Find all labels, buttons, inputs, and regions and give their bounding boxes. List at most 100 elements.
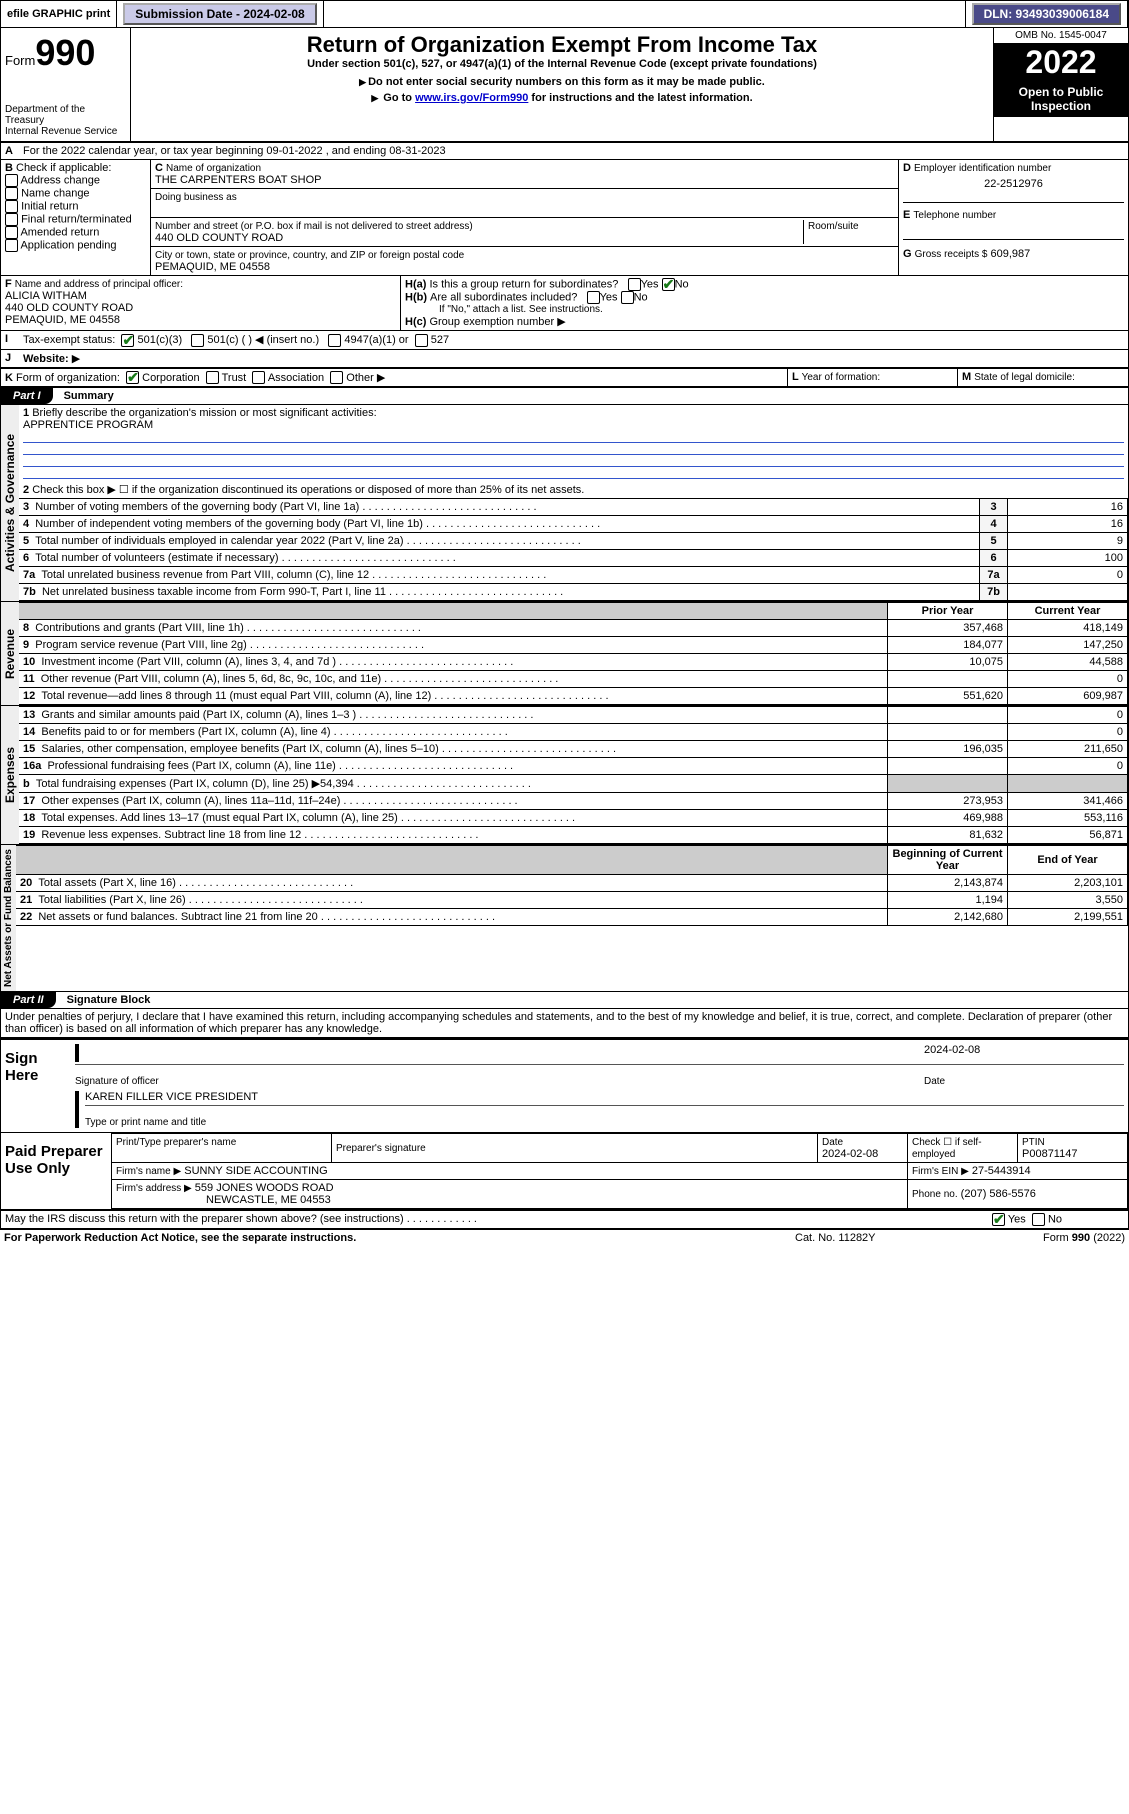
ein-value: 22-2512976 (903, 178, 1124, 190)
ck-Ha-yes[interactable] (628, 278, 641, 291)
ck-4947[interactable] (328, 334, 341, 347)
officer-addr: 440 OLD COUNTY ROAD (5, 302, 133, 314)
firm-addr: 559 JONES WOODS ROAD (195, 1182, 334, 1194)
ck-address-change[interactable] (5, 174, 18, 187)
sign-here-label: Sign Here (1, 1040, 71, 1132)
firm-addr-label: Firm's address ▶ (116, 1183, 192, 1194)
subtitle-3b: for instructions and the latest informat… (528, 92, 752, 104)
ck-corp[interactable] (126, 371, 139, 384)
mission-text: APPRENTICE PROGRAM (23, 419, 153, 431)
ck-name-change[interactable] (5, 187, 18, 200)
ck-final-return[interactable] (5, 213, 18, 226)
vert-expenses: Expenses (1, 706, 19, 844)
org-name-label: Name of organization (166, 163, 261, 174)
ck-501c[interactable] (191, 334, 204, 347)
top-toolbar: efile GRAPHIC print Submission Date - 20… (0, 0, 1129, 28)
Hb-text: Are all subordinates included? (430, 291, 577, 303)
officer-name-title: KAREN FILLER VICE PRESIDENT (85, 1091, 258, 1103)
firm-phone-label: Phone no. (912, 1189, 958, 1200)
sig-date: 2024-02-08 (924, 1044, 1124, 1062)
label-I: I (1, 331, 19, 349)
addr-label: Number and street (or P.O. box if mail i… (155, 221, 473, 232)
ck-trust[interactable] (206, 371, 219, 384)
vert-governance: Activities & Governance (1, 405, 19, 601)
dept-irs: Internal Revenue Service (5, 126, 126, 137)
part1-title: Summary (56, 388, 122, 404)
irs-link[interactable]: www.irs.gov/Form990 (415, 92, 528, 104)
sign-here-block: Sign Here Signature of officer 2024-02-0… (0, 1038, 1129, 1133)
revenue-table: Prior YearCurrent Year8 Contributions an… (19, 602, 1128, 705)
ptin-value: P00871147 (1022, 1148, 1077, 1160)
subtitle-2: Do not enter social security numbers on … (368, 76, 765, 88)
org-name: THE CARPENTERS BOAT SHOP (155, 174, 321, 186)
ck-irs-yes[interactable] (992, 1213, 1005, 1226)
tax-year: 2022 (994, 44, 1128, 81)
ck-Hb-yes[interactable] (587, 291, 600, 304)
efile-label: efile GRAPHIC print (1, 1, 117, 27)
gross-receipts: 609,987 (991, 248, 1031, 260)
officer-label: Name and address of principal officer: (15, 279, 183, 290)
dln-button[interactable]: DLN: 93493039006184 (972, 3, 1121, 25)
ck-Hb-no[interactable] (621, 291, 634, 304)
prep-date: 2024-02-08 (822, 1148, 878, 1160)
section-F: F Name and address of principal officer:… (1, 276, 401, 330)
dba-label: Doing business as (155, 192, 237, 203)
check-self-employed: Check ☐ if self-employed (912, 1137, 982, 1160)
may-irs-discuss: May the IRS discuss this return with the… (5, 1213, 404, 1225)
tax-exempt-status: Tax-exempt status: 501(c)(3) 501(c) ( ) … (19, 331, 1128, 349)
ck-other[interactable] (330, 371, 343, 384)
Ha-text: Is this a group return for subordinates? (429, 278, 618, 290)
netassets-table: Beginning of Current YearEnd of Year20 T… (16, 845, 1128, 926)
part1-tab: Part I (1, 388, 53, 404)
form-header: Form990 Department of the Treasury Inter… (0, 28, 1129, 141)
section-K: K Form of organization: Corporation Trus… (1, 369, 788, 387)
part2-title: Signature Block (59, 992, 159, 1008)
open-public-2: Inspection (1031, 99, 1091, 113)
paid-preparer-label: Paid Preparer Use Only (1, 1133, 111, 1209)
section-B: B Check if applicable: Address change Na… (1, 160, 151, 275)
submission-button[interactable]: Submission Date - 2024-02-08 (123, 3, 316, 25)
ck-initial-return[interactable] (5, 200, 18, 213)
phone-label: Telephone number (913, 210, 996, 221)
form-number: 990 (35, 32, 95, 73)
dln: DLN: 93493039006184 (966, 1, 1128, 27)
check-applicable-label: Check if applicable: (16, 162, 111, 174)
ck-Ha-no[interactable] (662, 278, 675, 291)
tax-year-range: For the 2022 calendar year, or tax year … (19, 143, 1128, 159)
ck-501c3[interactable] (121, 334, 134, 347)
subtitle-1: Under section 501(c), 527, or 4947(a)(1)… (135, 58, 989, 70)
ck-amended-return[interactable] (5, 226, 18, 239)
part2-tab: Part II (1, 992, 56, 1008)
ck-irs-no[interactable] (1032, 1213, 1045, 1226)
prep-sig-label: Preparer's signature (336, 1143, 426, 1154)
sig-officer-label: Signature of officer (75, 1076, 159, 1087)
firm-phone: (207) 586-5576 (961, 1188, 1036, 1200)
omb-number: OMB No. 1545-0047 (994, 28, 1128, 44)
section-DEG: D Employer identification number22-25129… (898, 160, 1128, 275)
H-note: If "No," attach a list. See instructions… (405, 304, 1124, 315)
form-no-footer: Form 990 (2022) (975, 1232, 1125, 1244)
ck-application-pending[interactable] (5, 239, 18, 252)
ptin-label: PTIN (1022, 1137, 1045, 1148)
section-C: C Name of organizationTHE CARPENTERS BOA… (151, 160, 898, 275)
section-H: H(a) Is this a group return for subordin… (401, 276, 1128, 330)
q1-text: Briefly describe the organization's miss… (32, 407, 376, 419)
gross-receipts-label: Gross receipts $ (915, 249, 988, 260)
paid-preparer-block: Paid Preparer Use Only Print/Type prepar… (0, 1133, 1129, 1210)
ck-assoc[interactable] (252, 371, 265, 384)
ein-label: Employer identification number (914, 163, 1051, 174)
label-A: A (1, 143, 19, 159)
room-label: Room/suite (808, 221, 859, 232)
cat-no: Cat. No. 11282Y (795, 1232, 975, 1244)
ck-527[interactable] (415, 334, 428, 347)
Hc-text: Group exemption number (429, 316, 554, 328)
form-title: Return of Organization Exempt From Incom… (135, 32, 989, 58)
firm-city: NEWCASTLE, ME 04553 (116, 1194, 331, 1206)
firm-name: SUNNY SIDE ACCOUNTING (184, 1165, 327, 1177)
website-label: Website: (23, 353, 69, 365)
type-name-label: Type or print name and title (85, 1117, 206, 1128)
form-word: Form (5, 53, 35, 68)
city-label: City or town, state or province, country… (155, 250, 464, 261)
prep-name-label: Print/Type preparer's name (116, 1137, 236, 1148)
vert-revenue: Revenue (1, 602, 19, 705)
